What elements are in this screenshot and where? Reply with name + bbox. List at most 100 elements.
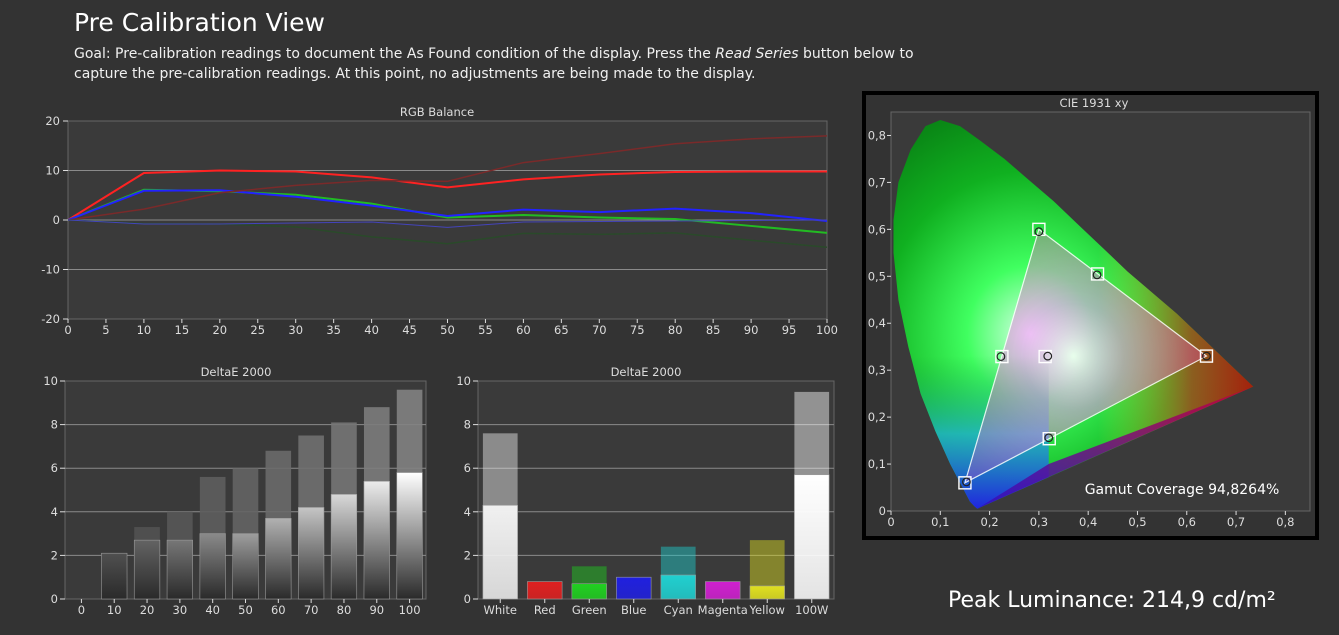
bar-avg-5 xyxy=(705,581,741,600)
measured-point xyxy=(1092,270,1102,280)
bar-avg-4 xyxy=(199,533,226,600)
y-tick-label: 6 xyxy=(51,461,58,475)
x-tick-label: 55 xyxy=(478,323,493,337)
series-line-3 xyxy=(67,135,828,221)
x-tick-label: 70 xyxy=(592,323,607,337)
y-tick-label: 0 xyxy=(464,592,471,606)
y-tick-label: 0 xyxy=(879,504,886,518)
target-marker xyxy=(1042,432,1056,446)
series-line-0 xyxy=(67,169,827,221)
x-tick-label: 0,8 xyxy=(1276,515,1294,529)
bar-avg-7 xyxy=(298,507,325,600)
bar-avg-2 xyxy=(133,539,161,600)
x-tick-label: 0,3 xyxy=(1030,515,1048,529)
x-tick-label: 25 xyxy=(250,323,265,337)
x-tick-label: 40 xyxy=(205,603,220,617)
bar-avg-5 xyxy=(232,533,259,600)
bar-avg-1 xyxy=(527,581,563,600)
x-tick-label: 100 xyxy=(399,603,421,617)
bar-avg-6 xyxy=(749,585,785,600)
target-marker xyxy=(1090,267,1105,281)
bar-avg-9 xyxy=(363,480,390,600)
x-tick-label: 40 xyxy=(364,323,379,337)
x-tick-label: 30 xyxy=(173,603,188,617)
y-tick-label: 0,8 xyxy=(868,128,886,142)
rgb-balance-chart: RGB Balance -20 -10 0 10 20 0 5 10 15 20 25 30 35 40 4… xyxy=(41,105,838,337)
bar-avg-10 xyxy=(396,472,423,600)
x-tick-label: 35 xyxy=(326,323,341,337)
x-tick-label: Red xyxy=(534,603,556,617)
y-tick-label: 6 xyxy=(464,461,471,475)
gamut-triangle xyxy=(963,228,1208,485)
x-tick-label: 85 xyxy=(706,323,721,337)
x-tick-label: 60 xyxy=(271,603,286,617)
goal-description: Goal: Pre-calibration readings to docume… xyxy=(74,44,914,84)
target-marker xyxy=(1199,349,1214,363)
x-tick-label: 90 xyxy=(744,323,759,337)
y-tick-label: 20 xyxy=(45,114,60,128)
x-tick-label: 50 xyxy=(440,323,455,337)
x-tick-label: 45 xyxy=(402,323,417,337)
gamut-coverage: Gamut Coverage 94,8264% xyxy=(1063,478,1301,502)
x-tick-label: 0,7 xyxy=(1227,515,1245,529)
bar-avg-4 xyxy=(660,574,696,600)
y-tick-label: 0,6 xyxy=(868,222,886,236)
x-tick-label: 0,1 xyxy=(931,515,949,529)
x-tick-label: White xyxy=(484,603,517,617)
x-tick-label: 30 xyxy=(288,323,303,337)
x-tick-label: 90 xyxy=(369,603,384,617)
color-plot-area xyxy=(477,380,835,600)
x-tick-label: 0 xyxy=(887,515,894,529)
bar-avg-3 xyxy=(616,576,652,600)
bar-avg-2 xyxy=(571,583,607,600)
x-tick-label: 10 xyxy=(137,323,152,337)
x-tick-label: 70 xyxy=(304,603,319,617)
x-tick-label: 0,6 xyxy=(1178,515,1196,529)
x-tick-label: 65 xyxy=(554,323,569,337)
bar-avg-0 xyxy=(482,504,518,600)
y-tick-label: 0,2 xyxy=(868,410,886,424)
target-marker xyxy=(995,349,1009,364)
read-series-emphasis: Read Series xyxy=(715,46,799,62)
rgb-balance-title: RGB Balance xyxy=(400,105,474,119)
bar-avg-1 xyxy=(101,552,128,600)
measured-point xyxy=(1044,433,1054,443)
bar-avg-8 xyxy=(330,494,358,600)
goal-text-2: button below to capture the pre-calibrat… xyxy=(74,46,914,82)
measured-point xyxy=(1043,351,1053,361)
y-tick-label: -10 xyxy=(41,263,60,277)
y-tick-label: 2 xyxy=(464,548,471,562)
y-tick-label: 0 xyxy=(51,592,58,606)
y-tick-label: 4 xyxy=(464,505,471,519)
y-tick-label: 10 xyxy=(45,164,60,178)
bar-avg-3 xyxy=(166,539,193,600)
y-tick-label: 4 xyxy=(51,505,58,519)
y-tick-label: 8 xyxy=(464,418,471,432)
x-tick-label: 10 xyxy=(107,603,122,617)
x-tick-label: 50 xyxy=(238,603,253,617)
x-tick-label: 60 xyxy=(516,323,531,337)
x-tick-label: 15 xyxy=(175,323,190,337)
y-tick-label: 8 xyxy=(51,418,58,432)
y-tick-label: 0 xyxy=(53,213,60,227)
y-tick-label: 10 xyxy=(43,374,58,388)
peak-luminance: Peak Luminance: 214,9 cd/m² xyxy=(948,588,1276,613)
x-tick-label: 95 xyxy=(782,323,797,337)
x-tick-label: 0 xyxy=(78,603,85,617)
cie-title: CIE 1931 xy xyxy=(1060,96,1129,110)
x-tick-label: 0,5 xyxy=(1128,515,1146,529)
y-tick-label: 0,1 xyxy=(868,457,886,471)
series-line-2 xyxy=(67,189,828,222)
y-tick-label: 0,5 xyxy=(868,269,886,283)
bar-avg-6 xyxy=(265,518,292,600)
cie-chart: CIE 1931 xy 0 0,1 0,2 0,3 0,4 0,5 0,6 0,7 0,8 0 0,… xyxy=(868,96,1311,529)
x-tick-label: 0,2 xyxy=(980,515,998,529)
y-tick-label: 0,3 xyxy=(868,363,886,377)
measured-point xyxy=(996,352,1006,361)
x-tick-label: Blue xyxy=(621,603,646,617)
target-marker xyxy=(958,476,972,490)
x-tick-label: Green xyxy=(572,603,607,617)
x-tick-label: 80 xyxy=(668,323,683,337)
x-tick-label: 100W xyxy=(795,603,828,617)
